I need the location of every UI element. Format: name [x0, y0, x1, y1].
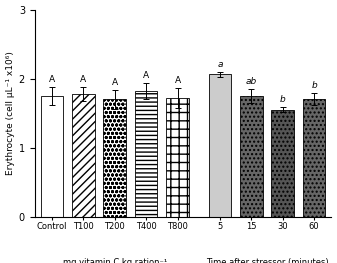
Bar	[72, 94, 95, 217]
Text: b: b	[311, 81, 317, 90]
Text: Time after stressor (minutes): Time after stressor (minutes)	[206, 258, 328, 263]
Text: ab: ab	[246, 77, 257, 86]
Text: A: A	[175, 76, 181, 85]
Text: A: A	[49, 75, 55, 84]
Bar	[240, 96, 263, 217]
Bar	[41, 96, 63, 217]
Y-axis label: Erythrocyte (cell μL⁻¹ x10⁶): Erythrocyte (cell μL⁻¹ x10⁶)	[5, 51, 14, 175]
Text: mg vitamin C kg ration⁻¹: mg vitamin C kg ration⁻¹	[63, 258, 167, 263]
Bar	[166, 98, 189, 217]
Bar	[135, 91, 157, 217]
Bar	[209, 74, 231, 217]
Text: A: A	[143, 71, 149, 80]
Text: A: A	[112, 78, 118, 87]
Bar	[103, 99, 126, 217]
Bar	[272, 110, 294, 217]
Bar	[303, 99, 326, 217]
Text: A: A	[80, 75, 86, 84]
Text: a: a	[217, 60, 223, 69]
Text: b: b	[280, 95, 286, 104]
